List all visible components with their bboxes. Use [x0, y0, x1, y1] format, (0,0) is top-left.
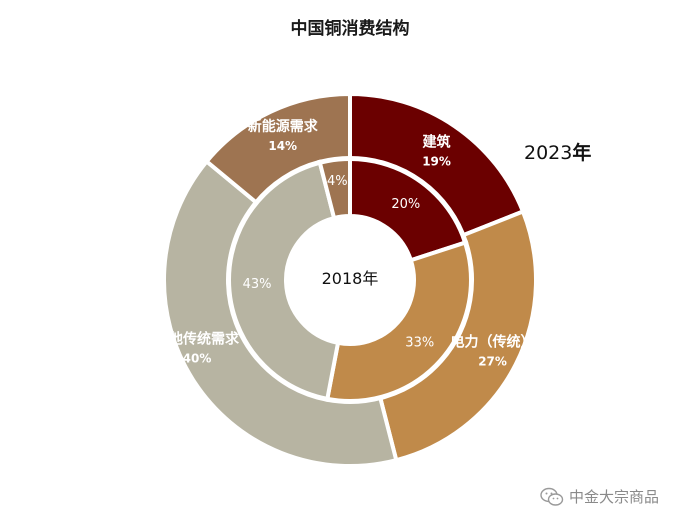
outer-ring-year-label: 2023年 [524, 138, 591, 165]
outer-slice-name-3: 新能源需求 [248, 118, 319, 135]
outer-slice-name-2: 其他传统需求 [155, 330, 240, 347]
watermark-text: 中金大宗商品 [569, 488, 660, 506]
inner-slice-value-2: 43% [243, 277, 272, 292]
inner-slice-value-3: 4% [327, 174, 348, 189]
center-year-label: 2018年 [322, 269, 379, 288]
outer-slice-value-0: 19% [422, 155, 451, 169]
inner-slice-value-0: 20% [391, 197, 420, 212]
outer-slice-value-3: 14% [268, 139, 297, 153]
inner-slice-value-1: 33% [405, 336, 434, 351]
outer-slice-value-2: 40% [183, 351, 212, 365]
outer-year-suffix: 年 [572, 142, 592, 164]
watermark: 中金大宗商品 [540, 486, 659, 507]
outer-slice-value-1: 27% [478, 355, 507, 369]
wechat-icon [540, 487, 564, 506]
ring-separator [227, 157, 473, 403]
outer-slice-name-1: 电力（传统） [451, 334, 535, 351]
outer-year-number: 2023 [524, 142, 573, 164]
outer-slice-name-0: 建筑 [423, 134, 451, 151]
chart-title: 中国铜消费结构 [290, 19, 410, 39]
